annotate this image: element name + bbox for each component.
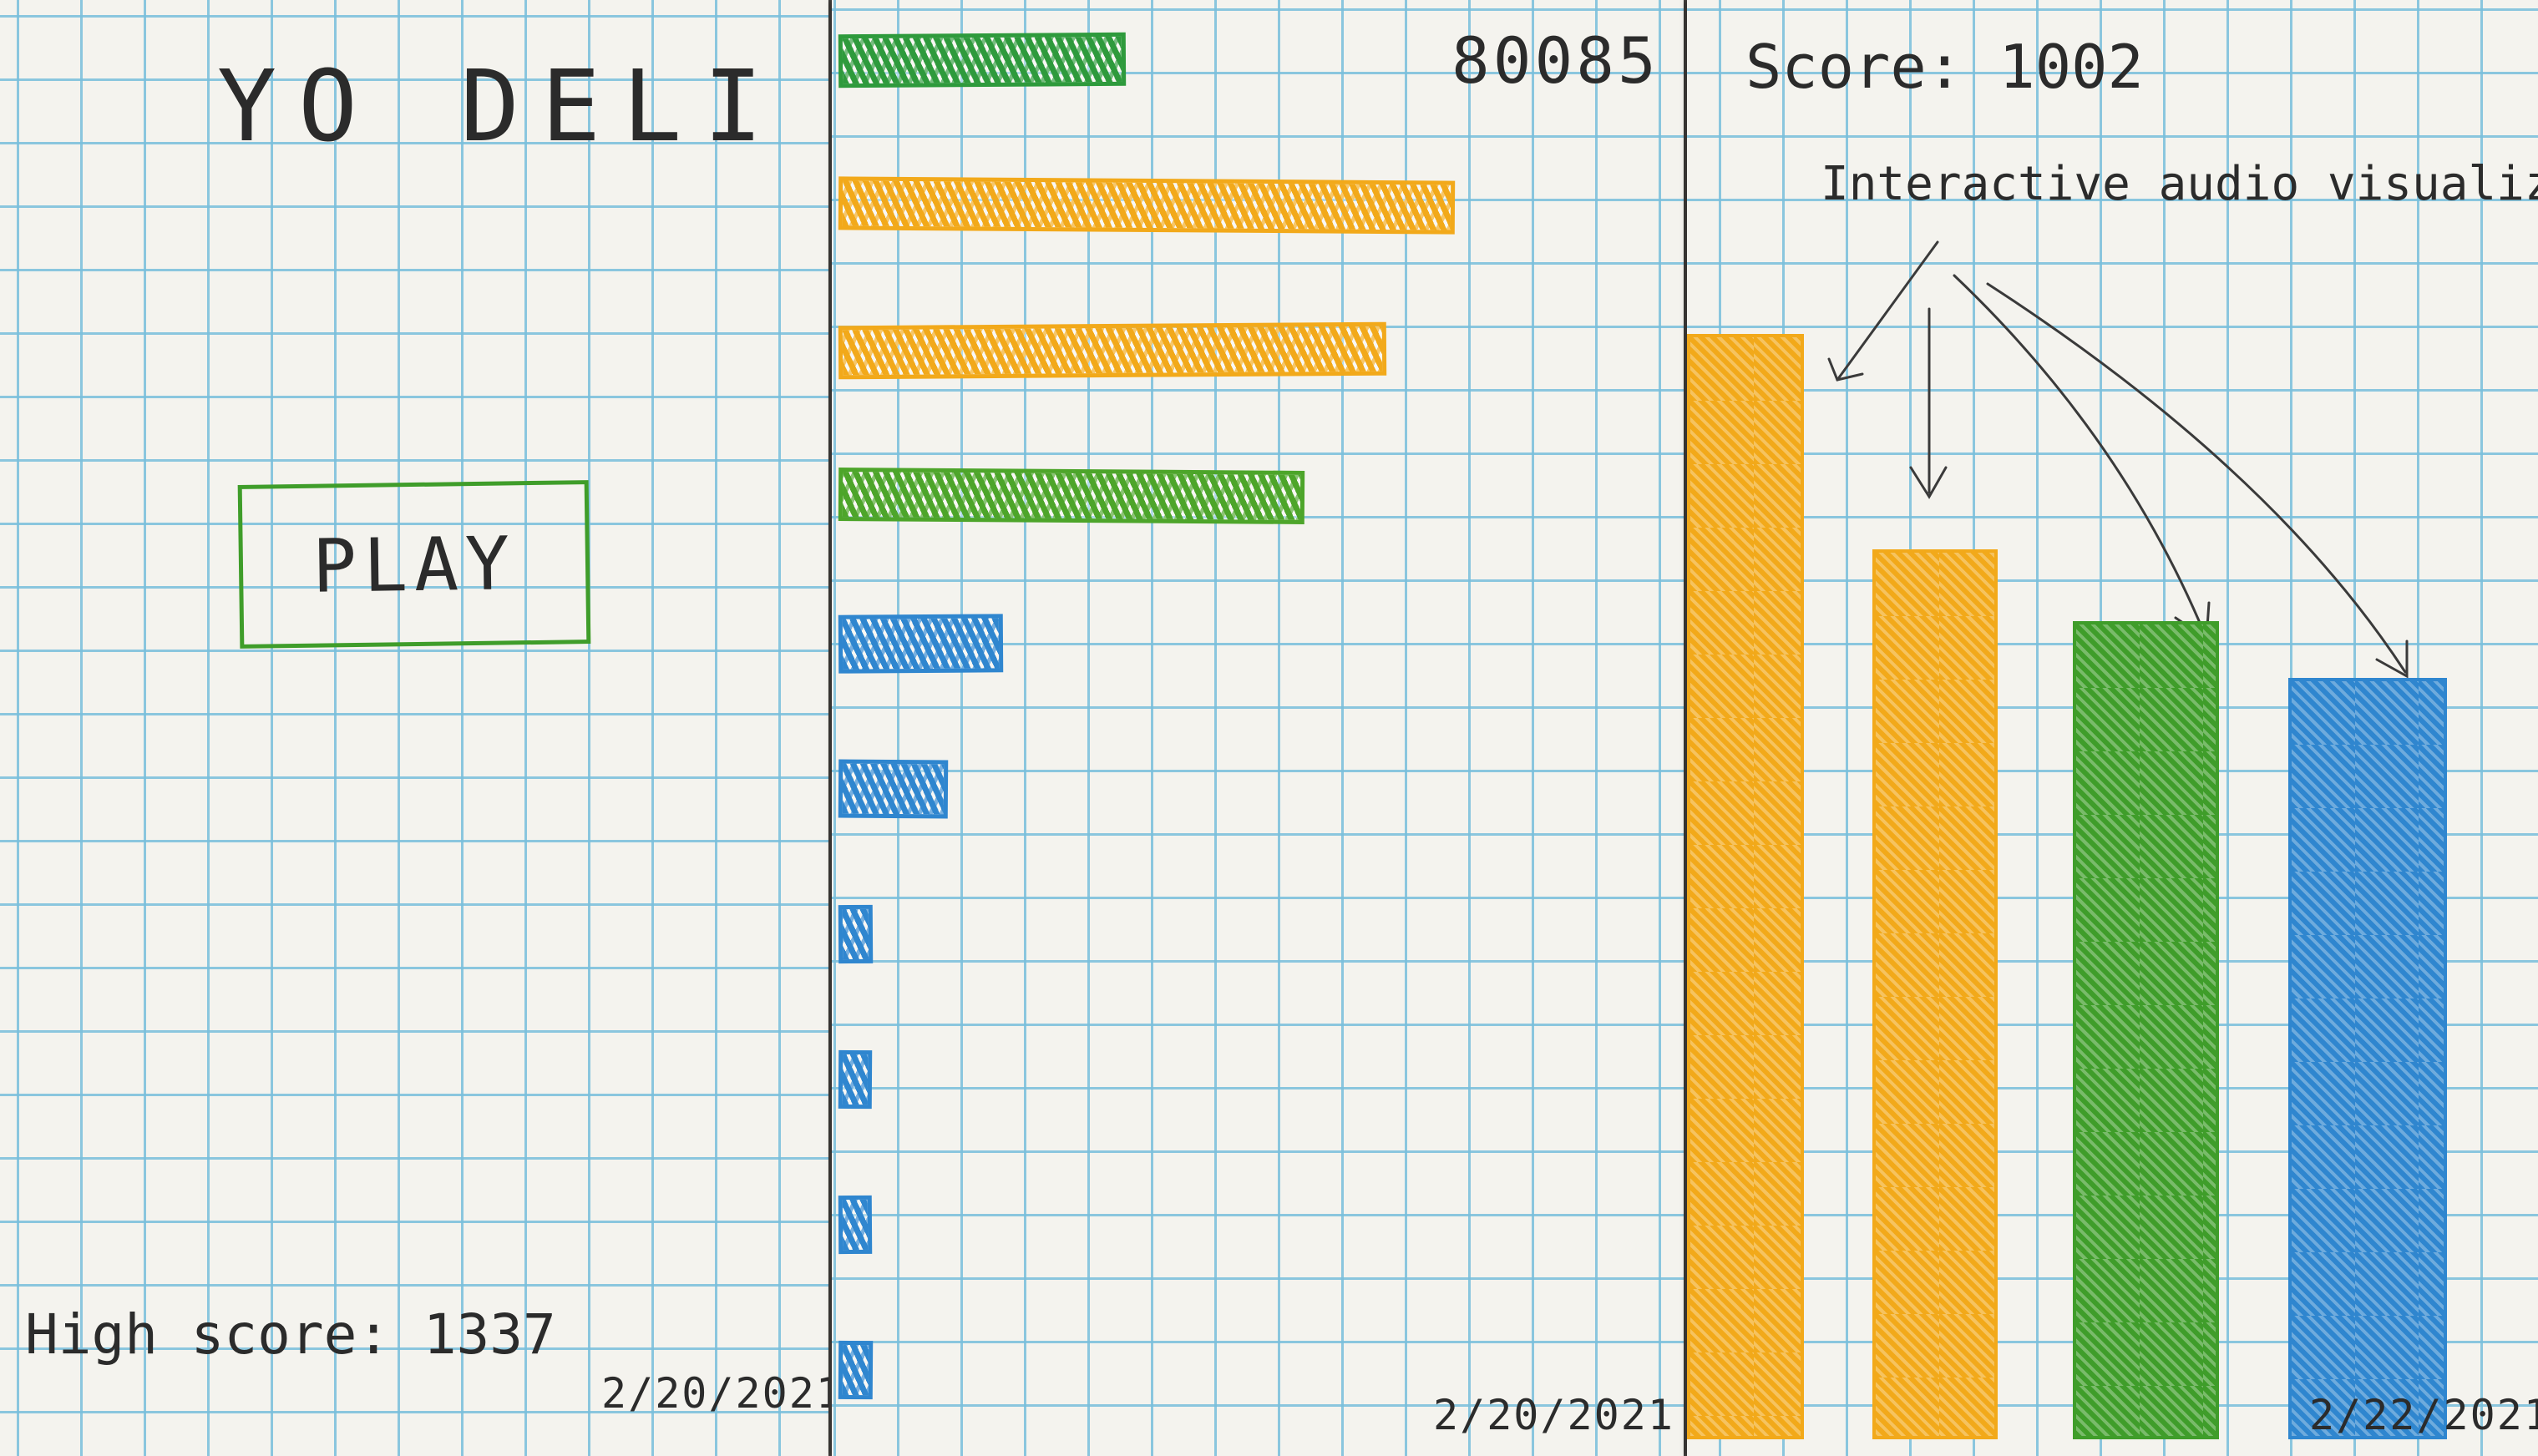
visualizer-bar (1872, 549, 1998, 1439)
level-bar (838, 614, 1004, 674)
level-bar (838, 904, 874, 964)
game-title: YO DELI (217, 48, 785, 164)
score-label: Score: 1002 (1745, 32, 2144, 102)
sketch-date: 2/20/2021 (1433, 1391, 1674, 1439)
level-bar (838, 32, 1127, 88)
visualizer-bar (2288, 678, 2447, 1439)
visualizer-annotation: Interactive audio visualizer (1821, 157, 2538, 211)
high-score-label: High score: 1337 (25, 1302, 556, 1367)
visualizer-screen: Score: 1002 Interactive audio visualizer… (1687, 0, 2538, 1456)
level-bar (838, 176, 1456, 235)
level-bar (838, 1195, 873, 1255)
level-bar (838, 321, 1387, 380)
play-button[interactable]: PLAY (237, 480, 591, 649)
sketch-date: 2/20/2021 (601, 1369, 828, 1418)
score-counter: 80085 (1451, 23, 1659, 98)
sketch-date: 2/22/2021 (2309, 1391, 2538, 1439)
level-bar (838, 1049, 873, 1110)
visualizer-bar (2073, 620, 2219, 1439)
visualizer-bar (1687, 333, 1804, 1439)
level-bar (838, 1340, 874, 1400)
start-screen: YO DELI PLAY High score: 1337 2/20/2021 (0, 0, 828, 1456)
gameplay-screen: 80085 2/20/2021 (832, 0, 1684, 1456)
level-bar (838, 468, 1304, 524)
level-bar (838, 759, 949, 819)
